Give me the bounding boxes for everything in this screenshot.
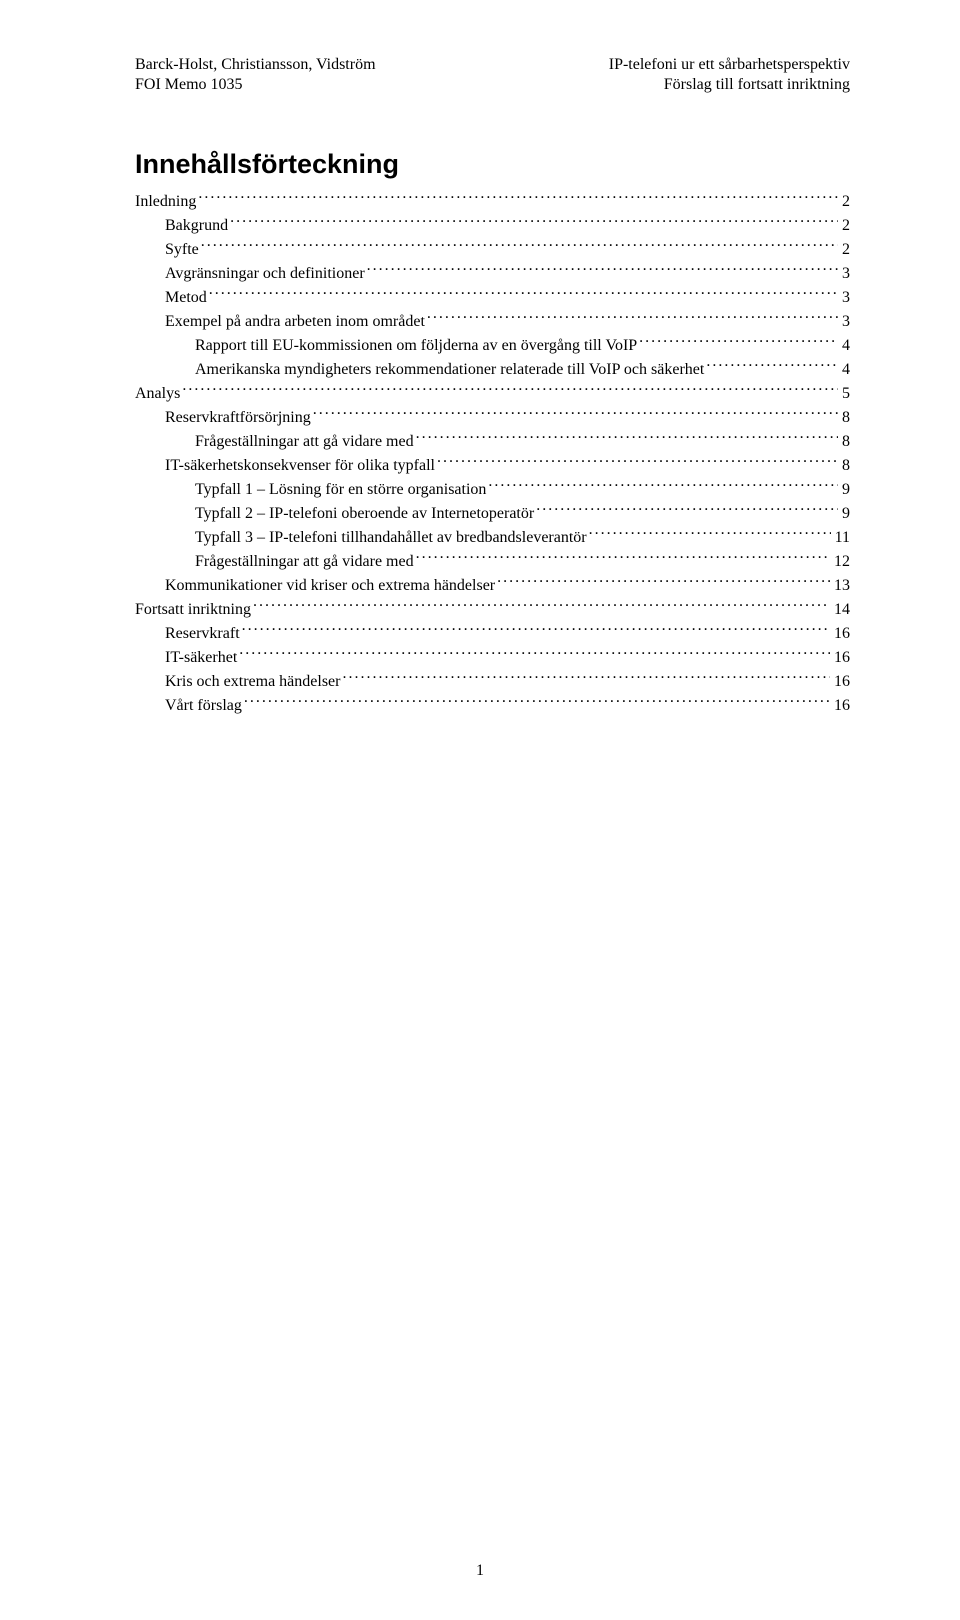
- toc-entry: Reservkraft 16: [135, 622, 850, 646]
- toc-entry-page: 2: [838, 190, 850, 214]
- toc-entry-page: 9: [838, 478, 850, 502]
- toc-leader-dots: [639, 334, 838, 350]
- toc-leader-dots: [182, 382, 838, 398]
- toc-entry-label: Kris och extrema händelser: [165, 670, 342, 694]
- toc-entry-label: Avgränsningar och definitioner: [165, 262, 367, 286]
- header-title: IP-telefoni ur ett sårbarhetsperspektiv: [609, 55, 850, 75]
- toc-entry-page: 3: [838, 262, 850, 286]
- toc-entry: Rapport till EU-kommissionen om följdern…: [135, 334, 850, 358]
- toc-entry-label: Bakgrund: [165, 214, 230, 238]
- toc-entry-page: 8: [838, 430, 850, 454]
- toc-entry: Bakgrund 2: [135, 214, 850, 238]
- toc-entry-label: Reservkraftförsörjning: [165, 406, 313, 430]
- toc-entry-label: Frågeställningar att gå vidare med: [195, 430, 416, 454]
- toc-leader-dots: [497, 574, 830, 590]
- toc-leader-dots: [342, 670, 830, 686]
- toc-leader-dots: [198, 190, 838, 206]
- toc-entry-label: Metod: [165, 286, 209, 310]
- toc-entry-page: 14: [830, 598, 850, 622]
- toc-entry: Metod 3: [135, 286, 850, 310]
- toc-entry-label: Frågeställningar att gå vidare med: [195, 550, 416, 574]
- toc-entry-page: 3: [838, 310, 850, 334]
- toc-leader-dots: [589, 526, 831, 542]
- toc-leader-dots: [239, 646, 830, 662]
- toc-leader-dots: [427, 310, 838, 326]
- toc-entry-label: IT-säkerhet: [165, 646, 239, 670]
- toc-entry-page: 16: [830, 622, 850, 646]
- toc-leader-dots: [536, 502, 838, 518]
- toc-entry-page: 8: [838, 406, 850, 430]
- toc-entry-page: 3: [838, 286, 850, 310]
- toc-entry: Inledning 2: [135, 190, 850, 214]
- toc-entry: Frågeställningar att gå vidare med 12: [135, 550, 850, 574]
- toc-leader-dots: [488, 478, 838, 494]
- toc-leader-dots: [313, 406, 838, 422]
- toc-entry: IT-säkerhetskonsekvenser för olika typfa…: [135, 454, 850, 478]
- toc-leader-dots: [416, 550, 830, 566]
- toc-entry-page: 16: [830, 694, 850, 718]
- toc-entry-label: Syfte: [165, 238, 201, 262]
- toc-entry: Frågeställningar att gå vidare med 8: [135, 430, 850, 454]
- toc-title: Innehållsförteckning: [135, 149, 850, 180]
- toc-entry-page: 2: [838, 238, 850, 262]
- document-page: Barck-Holst, Christiansson, Vidström FOI…: [0, 0, 960, 1620]
- toc-entry: Vårt förslag 16: [135, 694, 850, 718]
- page-header: Barck-Holst, Christiansson, Vidström FOI…: [135, 55, 850, 95]
- toc-entry-label: Typfall 1 – Lösning för en större organi…: [195, 478, 488, 502]
- toc-entry-page: 4: [838, 358, 850, 382]
- table-of-contents: Inledning2Bakgrund2Syfte2Avgränsningar o…: [135, 190, 850, 718]
- toc-entry: Exempel på andra arbeten inom området 3: [135, 310, 850, 334]
- toc-entry-label: Analys: [135, 382, 182, 406]
- toc-entry-label: Amerikanska myndigheters rekommendatione…: [195, 358, 706, 382]
- toc-entry: Kommunikationer vid kriser och extrema h…: [135, 574, 850, 598]
- toc-entry: Kris och extrema händelser 16: [135, 670, 850, 694]
- toc-entry: Amerikanska myndigheters rekommendatione…: [135, 358, 850, 382]
- toc-entry-page: 8: [838, 454, 850, 478]
- toc-leader-dots: [230, 214, 838, 230]
- toc-leader-dots: [437, 454, 838, 470]
- toc-entry: Typfall 3 – IP-telefoni tillhandahållet …: [135, 526, 850, 550]
- toc-leader-dots: [209, 286, 838, 302]
- toc-entry-page: 4: [838, 334, 850, 358]
- header-memo-id: FOI Memo 1035: [135, 75, 376, 95]
- toc-entry-label: IT-säkerhetskonsekvenser för olika typfa…: [165, 454, 437, 478]
- toc-entry: Reservkraftförsörjning 8: [135, 406, 850, 430]
- toc-entry-page: 16: [830, 670, 850, 694]
- page-number: 1: [0, 1562, 960, 1580]
- toc-entry-label: Fortsatt inriktning: [135, 598, 253, 622]
- header-subtitle: Förslag till fortsatt inriktning: [609, 75, 850, 95]
- header-authors: Barck-Holst, Christiansson, Vidström: [135, 55, 376, 75]
- header-right: IP-telefoni ur ett sårbarhetsperspektiv …: [609, 55, 850, 95]
- toc-entry-label: Inledning: [135, 190, 198, 214]
- toc-leader-dots: [242, 622, 830, 638]
- toc-entry-page: 2: [838, 214, 850, 238]
- toc-entry-label: Rapport till EU-kommissionen om följdern…: [195, 334, 639, 358]
- toc-leader-dots: [706, 358, 838, 374]
- toc-entry: Fortsatt inriktning 14: [135, 598, 850, 622]
- toc-entry: Avgränsningar och definitioner 3: [135, 262, 850, 286]
- toc-entry-label: Exempel på andra arbeten inom området: [165, 310, 427, 334]
- toc-entry-page: 13: [830, 574, 850, 598]
- toc-leader-dots: [253, 598, 830, 614]
- toc-entry-label: Vårt förslag: [165, 694, 244, 718]
- toc-leader-dots: [367, 262, 838, 278]
- toc-leader-dots: [201, 238, 838, 254]
- toc-entry-label: Typfall 2 – IP-telefoni oberoende av Int…: [195, 502, 536, 526]
- toc-entry-label: Reservkraft: [165, 622, 242, 646]
- toc-entry: Typfall 1 – Lösning för en större organi…: [135, 478, 850, 502]
- toc-entry-label: Kommunikationer vid kriser och extrema h…: [165, 574, 497, 598]
- toc-entry: Typfall 2 – IP-telefoni oberoende av Int…: [135, 502, 850, 526]
- toc-entry: Analys 5: [135, 382, 850, 406]
- toc-entry: Syfte 2: [135, 238, 850, 262]
- header-left: Barck-Holst, Christiansson, Vidström FOI…: [135, 55, 376, 95]
- toc-entry-page: 12: [830, 550, 850, 574]
- toc-entry-label: Typfall 3 – IP-telefoni tillhandahållet …: [195, 526, 589, 550]
- toc-entry: IT-säkerhet 16: [135, 646, 850, 670]
- toc-entry-page: 11: [831, 526, 850, 550]
- toc-entry-page: 16: [830, 646, 850, 670]
- toc-entry-page: 9: [838, 502, 850, 526]
- toc-leader-dots: [244, 694, 830, 710]
- toc-entry-page: 5: [838, 382, 850, 406]
- toc-leader-dots: [416, 430, 838, 446]
